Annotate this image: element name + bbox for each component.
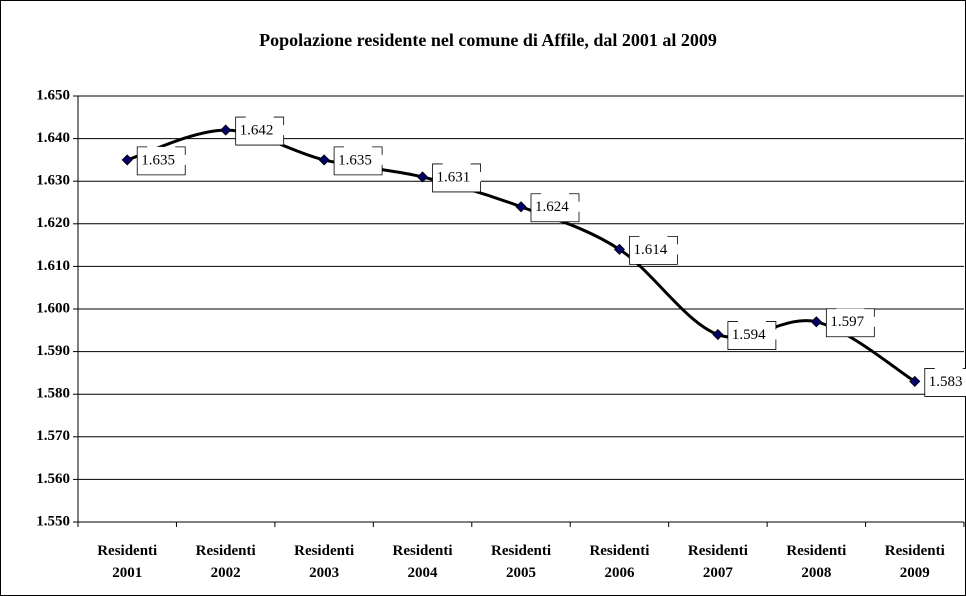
data-label-border: [136, 146, 186, 176]
y-tick-label: 1.650: [36, 87, 70, 103]
marker: [810, 316, 822, 328]
x-tick-label: Residenti 2007: [687, 543, 748, 581]
marker: [220, 124, 232, 136]
data-label-box: [334, 146, 383, 175]
data-label-box: [432, 163, 481, 192]
y-tick-label: 1.640: [36, 130, 70, 146]
data-label: 1.583: [929, 374, 963, 390]
data-label-box: [137, 146, 186, 175]
data-label: 1.624: [535, 199, 569, 215]
y-tick-label: 1.600: [36, 300, 70, 316]
marker: [909, 375, 921, 387]
y-tick-label: 1.580: [36, 386, 70, 402]
data-label: 1.631: [437, 169, 471, 185]
x-tick-label: Residenti 2004: [392, 543, 453, 581]
data-label-border: [530, 193, 580, 223]
data-label-box: [826, 308, 875, 337]
y-tick-label: 1.620: [36, 215, 70, 231]
marker: [318, 154, 330, 166]
data-label-border: [825, 308, 875, 338]
marker: [416, 171, 429, 183]
data-label-border: [924, 368, 966, 397]
data-label-box: [235, 117, 284, 146]
x-tick-label: Residenti 2005: [491, 543, 551, 581]
x-tick-label: Residenti 2002: [195, 543, 256, 581]
data-label-border: [235, 116, 285, 146]
x-tick-label: Residenti 2001: [97, 543, 158, 581]
data-label: 1.597: [830, 314, 864, 330]
marker: [515, 201, 527, 213]
y-tick-label: 1.630: [36, 173, 70, 189]
data-label: 1.614: [633, 242, 667, 258]
data-label-border: [629, 235, 678, 265]
x-tick-label: Residenti 2003: [294, 543, 355, 581]
data-label-box: [629, 236, 678, 265]
data-label: 1.642: [240, 123, 274, 139]
marker: [613, 243, 626, 255]
y-tick-label: 1.570: [36, 428, 70, 444]
y-tick-label: 1.610: [36, 258, 70, 274]
x-tick-label: Residenti 2009: [884, 543, 945, 581]
chart-title: Popolazione residente nel comune di Affi…: [259, 30, 717, 50]
data-label-box: [531, 193, 579, 222]
y-tick-label: 1.550: [36, 513, 70, 529]
marker: [121, 154, 133, 166]
x-tick-label: Residenti 2006: [589, 543, 650, 581]
y-tick-label: 1.590: [36, 343, 70, 359]
data-label-box: [924, 368, 966, 397]
data-label: 1.635: [141, 152, 175, 168]
data-label-border: [727, 321, 777, 350]
x-tick-label: Residenti 2008: [786, 543, 847, 581]
data-label: 1.635: [338, 152, 372, 168]
data-label-border: [432, 163, 481, 193]
marker: [712, 328, 724, 341]
y-tick-label: 1.560: [36, 471, 70, 487]
data-label-box: [727, 321, 776, 350]
data-label-border: [333, 146, 383, 176]
data-label: 1.594: [732, 327, 766, 343]
